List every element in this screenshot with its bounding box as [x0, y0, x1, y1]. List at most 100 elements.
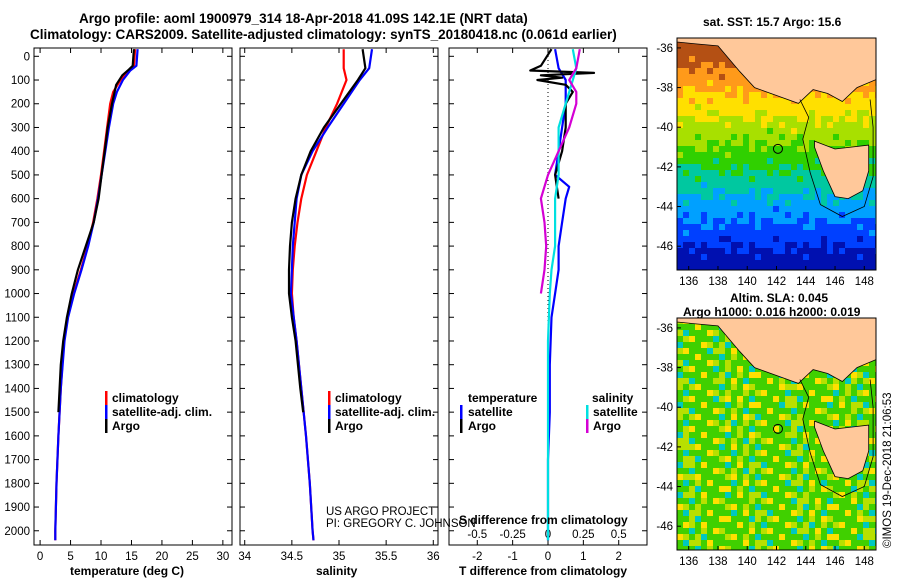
map-cell: [701, 128, 707, 134]
map-cell: [701, 56, 707, 62]
map-cell: [737, 426, 743, 432]
lon-tick-label: 142: [767, 276, 786, 288]
map-cell: [803, 164, 809, 170]
map-cell: [749, 432, 755, 438]
map-cell: [827, 248, 833, 254]
map-cell: [839, 116, 845, 122]
map-cell: [749, 480, 755, 486]
map-cell: [689, 474, 695, 480]
map-cell: [827, 390, 833, 396]
map-cell: [713, 540, 719, 546]
map-cell: [713, 104, 719, 110]
map-cell: [719, 474, 725, 480]
map-cell: [701, 218, 707, 224]
map-cell: [725, 74, 731, 80]
map-cell: [809, 110, 815, 116]
map-cell: [743, 486, 749, 492]
map-cell: [803, 426, 809, 432]
map-cell: [815, 396, 821, 402]
map-cell: [833, 134, 839, 140]
map-cell: [755, 152, 761, 158]
map-cell: [791, 212, 797, 218]
map-cell: [731, 468, 737, 474]
map-cell: [791, 110, 797, 116]
map-cell: [761, 176, 767, 182]
map-cell: [683, 182, 689, 188]
map-cell: [761, 110, 767, 116]
map-cell: [713, 260, 719, 266]
legend-swatch-satellite: [105, 405, 108, 419]
map-cell: [743, 414, 749, 420]
map-cell: [737, 140, 743, 146]
map-cell: [719, 438, 725, 444]
map-cell: [755, 218, 761, 224]
lon-tick-label: 140: [738, 556, 757, 568]
lon-tick-label: 146: [825, 556, 844, 568]
map-cell: [803, 98, 809, 104]
map-cell: [767, 378, 773, 384]
map-cell: [815, 444, 821, 450]
map-cell: [731, 200, 737, 206]
map-cell: [683, 396, 689, 402]
map-cell: [701, 336, 707, 342]
map-cell: [695, 200, 701, 206]
map-cell: [701, 324, 707, 330]
map-cell: [731, 110, 737, 116]
map-cell: [743, 474, 749, 480]
map-cell: [707, 110, 713, 116]
map-cell: [863, 86, 869, 92]
map-cell: [737, 498, 743, 504]
map-cell: [761, 92, 767, 98]
map-cell: [827, 546, 833, 550]
map-cell: [779, 384, 785, 390]
map-cell: [683, 242, 689, 248]
map-cell: [725, 546, 731, 550]
map-cell: [689, 110, 695, 116]
map-cell: [809, 378, 815, 384]
x-tick-label: 2: [616, 551, 622, 563]
map-cell: [863, 200, 869, 206]
map-cell: [749, 408, 755, 414]
map-cell: [827, 224, 833, 230]
map-cell: [761, 218, 767, 224]
map-cell: [773, 504, 779, 510]
x-tick-label: -2: [472, 551, 482, 563]
map-cell: [827, 128, 833, 134]
map-cell: [755, 432, 761, 438]
float-position-marker: [772, 423, 783, 434]
map-cell: [815, 546, 821, 550]
map-cell: [863, 206, 869, 212]
map-cell: [677, 188, 683, 194]
map-cell: [779, 212, 785, 218]
map-cell: [749, 164, 755, 170]
map-cell: [749, 224, 755, 230]
temperature-ticks: 0 5 10 15 20 25 30: [34, 48, 232, 563]
map-cell: [827, 122, 833, 128]
map-cell: [821, 128, 827, 134]
map-cell: [857, 194, 863, 200]
lon-tick-label: 138: [708, 556, 727, 568]
map-cell: [707, 134, 713, 140]
map-cell: [749, 534, 755, 540]
lon-tick-label: 148: [855, 276, 874, 288]
map-cell: [689, 146, 695, 152]
map-cell: [689, 170, 695, 176]
map-cell: [767, 200, 773, 206]
map-cell: [713, 336, 719, 342]
map-cell: [797, 396, 803, 402]
map-cell: [707, 510, 713, 516]
map-cell: [851, 414, 857, 420]
map-cell: [683, 378, 689, 384]
map-cell: [863, 528, 869, 534]
map-cell: [767, 426, 773, 432]
map-cell: [749, 230, 755, 236]
map-cell: [725, 336, 731, 342]
map-cell: [695, 206, 701, 212]
map-cell: [839, 110, 845, 116]
map-cell: [761, 438, 767, 444]
map-cell: [869, 164, 875, 170]
map-cell: [707, 342, 713, 348]
map-cell: [815, 164, 821, 170]
map-cell: [755, 480, 761, 486]
